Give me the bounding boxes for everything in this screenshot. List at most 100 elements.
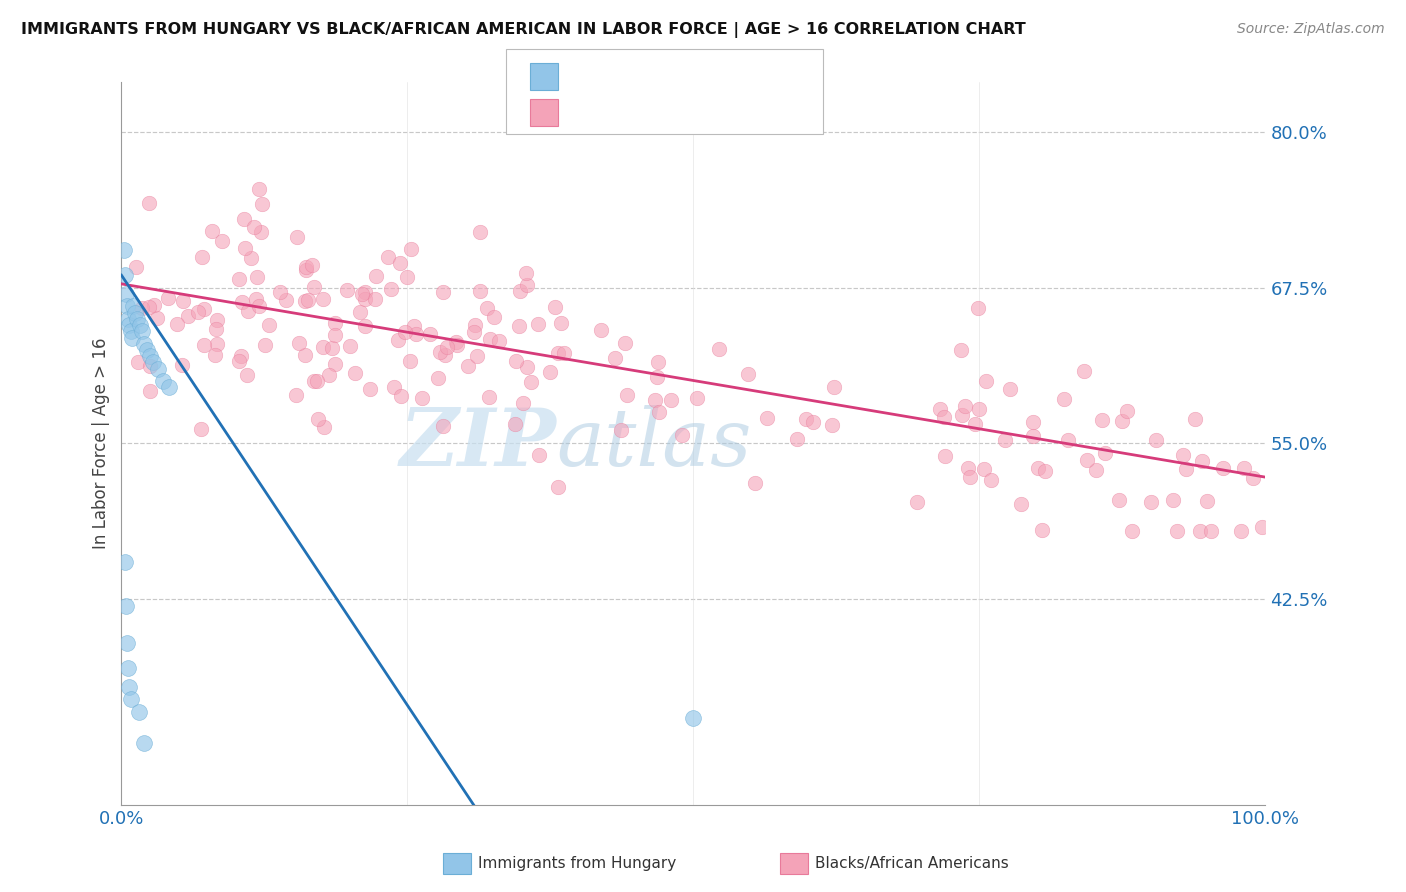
Point	[245, 292, 267, 306]
Point	[444, 334, 467, 349]
Point	[134, 336, 156, 351]
Point	[312, 292, 335, 306]
Point	[301, 258, 323, 272]
Point	[488, 334, 510, 349]
Point	[131, 324, 153, 338]
Point	[647, 355, 669, 369]
Point	[396, 269, 419, 284]
Point	[349, 305, 371, 319]
Point	[686, 391, 709, 405]
Point	[1212, 461, 1234, 475]
Point	[117, 311, 139, 326]
Point	[959, 470, 981, 484]
Point	[323, 328, 346, 343]
Point	[1085, 462, 1108, 476]
Point	[323, 357, 346, 371]
Point	[1108, 493, 1130, 508]
Point	[645, 370, 668, 384]
Point	[1091, 413, 1114, 427]
Point	[479, 332, 502, 346]
Point	[284, 388, 307, 402]
Point	[1115, 404, 1137, 418]
Point	[205, 337, 228, 351]
Point	[436, 340, 458, 354]
Point	[287, 336, 309, 351]
Point	[1233, 461, 1256, 475]
Point	[613, 336, 636, 351]
Point	[122, 299, 145, 313]
Point	[120, 692, 142, 706]
Point	[1073, 364, 1095, 378]
Point	[1076, 452, 1098, 467]
Point	[1111, 414, 1133, 428]
Point	[388, 256, 411, 270]
Point	[394, 325, 416, 339]
Point	[231, 349, 253, 363]
Point	[240, 251, 263, 265]
Point	[201, 223, 224, 237]
Point	[967, 301, 990, 315]
Text: 198: 198	[725, 103, 761, 121]
Point	[547, 345, 569, 359]
Point	[387, 334, 409, 348]
Point	[529, 448, 551, 462]
Point	[973, 462, 995, 476]
Point	[550, 316, 572, 330]
Point	[343, 367, 366, 381]
Point	[190, 422, 212, 436]
Point	[117, 661, 139, 675]
Point	[508, 319, 530, 334]
Point	[228, 354, 250, 368]
Point	[465, 350, 488, 364]
Point	[131, 301, 153, 316]
Point	[509, 284, 531, 298]
Point	[142, 355, 165, 369]
Point	[1144, 433, 1167, 447]
Point	[336, 283, 359, 297]
Point	[250, 196, 273, 211]
Point	[512, 396, 534, 410]
Point	[321, 341, 343, 355]
Point	[307, 412, 329, 426]
Point	[193, 338, 215, 352]
Point	[354, 292, 377, 306]
Point	[1035, 464, 1057, 478]
Point	[295, 262, 318, 277]
Point	[205, 312, 228, 326]
Point	[1199, 524, 1222, 538]
Point	[274, 293, 297, 307]
Point	[193, 302, 215, 317]
Point	[1166, 524, 1188, 538]
Text: IMMIGRANTS FROM HUNGARY VS BLACK/AFRICAN AMERICAN IN LABOR FORCE | AGE > 16 CORR: IMMIGRANTS FROM HUNGARY VS BLACK/AFRICAN…	[21, 22, 1026, 38]
Point	[353, 285, 375, 300]
Point	[994, 433, 1017, 447]
Point	[682, 711, 704, 725]
Point	[243, 219, 266, 234]
Point	[398, 353, 420, 368]
Point	[115, 599, 138, 613]
Point	[246, 269, 269, 284]
Point	[127, 354, 149, 368]
Text: ZIP: ZIP	[399, 405, 557, 483]
Point	[138, 196, 160, 211]
Point	[794, 412, 817, 426]
Point	[478, 390, 501, 404]
Point	[166, 317, 188, 331]
Point	[146, 361, 169, 376]
Point	[411, 391, 433, 405]
Point	[929, 402, 952, 417]
Text: -0.681: -0.681	[612, 103, 671, 121]
Point	[399, 242, 422, 256]
Point	[976, 375, 998, 389]
Point	[949, 343, 972, 358]
Point	[156, 291, 179, 305]
Point	[432, 285, 454, 300]
Point	[516, 278, 538, 293]
Point	[932, 410, 955, 425]
Text: Blacks/African Americans: Blacks/African Americans	[815, 856, 1010, 871]
Point	[118, 680, 141, 694]
Point	[647, 405, 669, 419]
Point	[823, 380, 845, 394]
Point	[1094, 446, 1116, 460]
Point	[127, 311, 149, 326]
